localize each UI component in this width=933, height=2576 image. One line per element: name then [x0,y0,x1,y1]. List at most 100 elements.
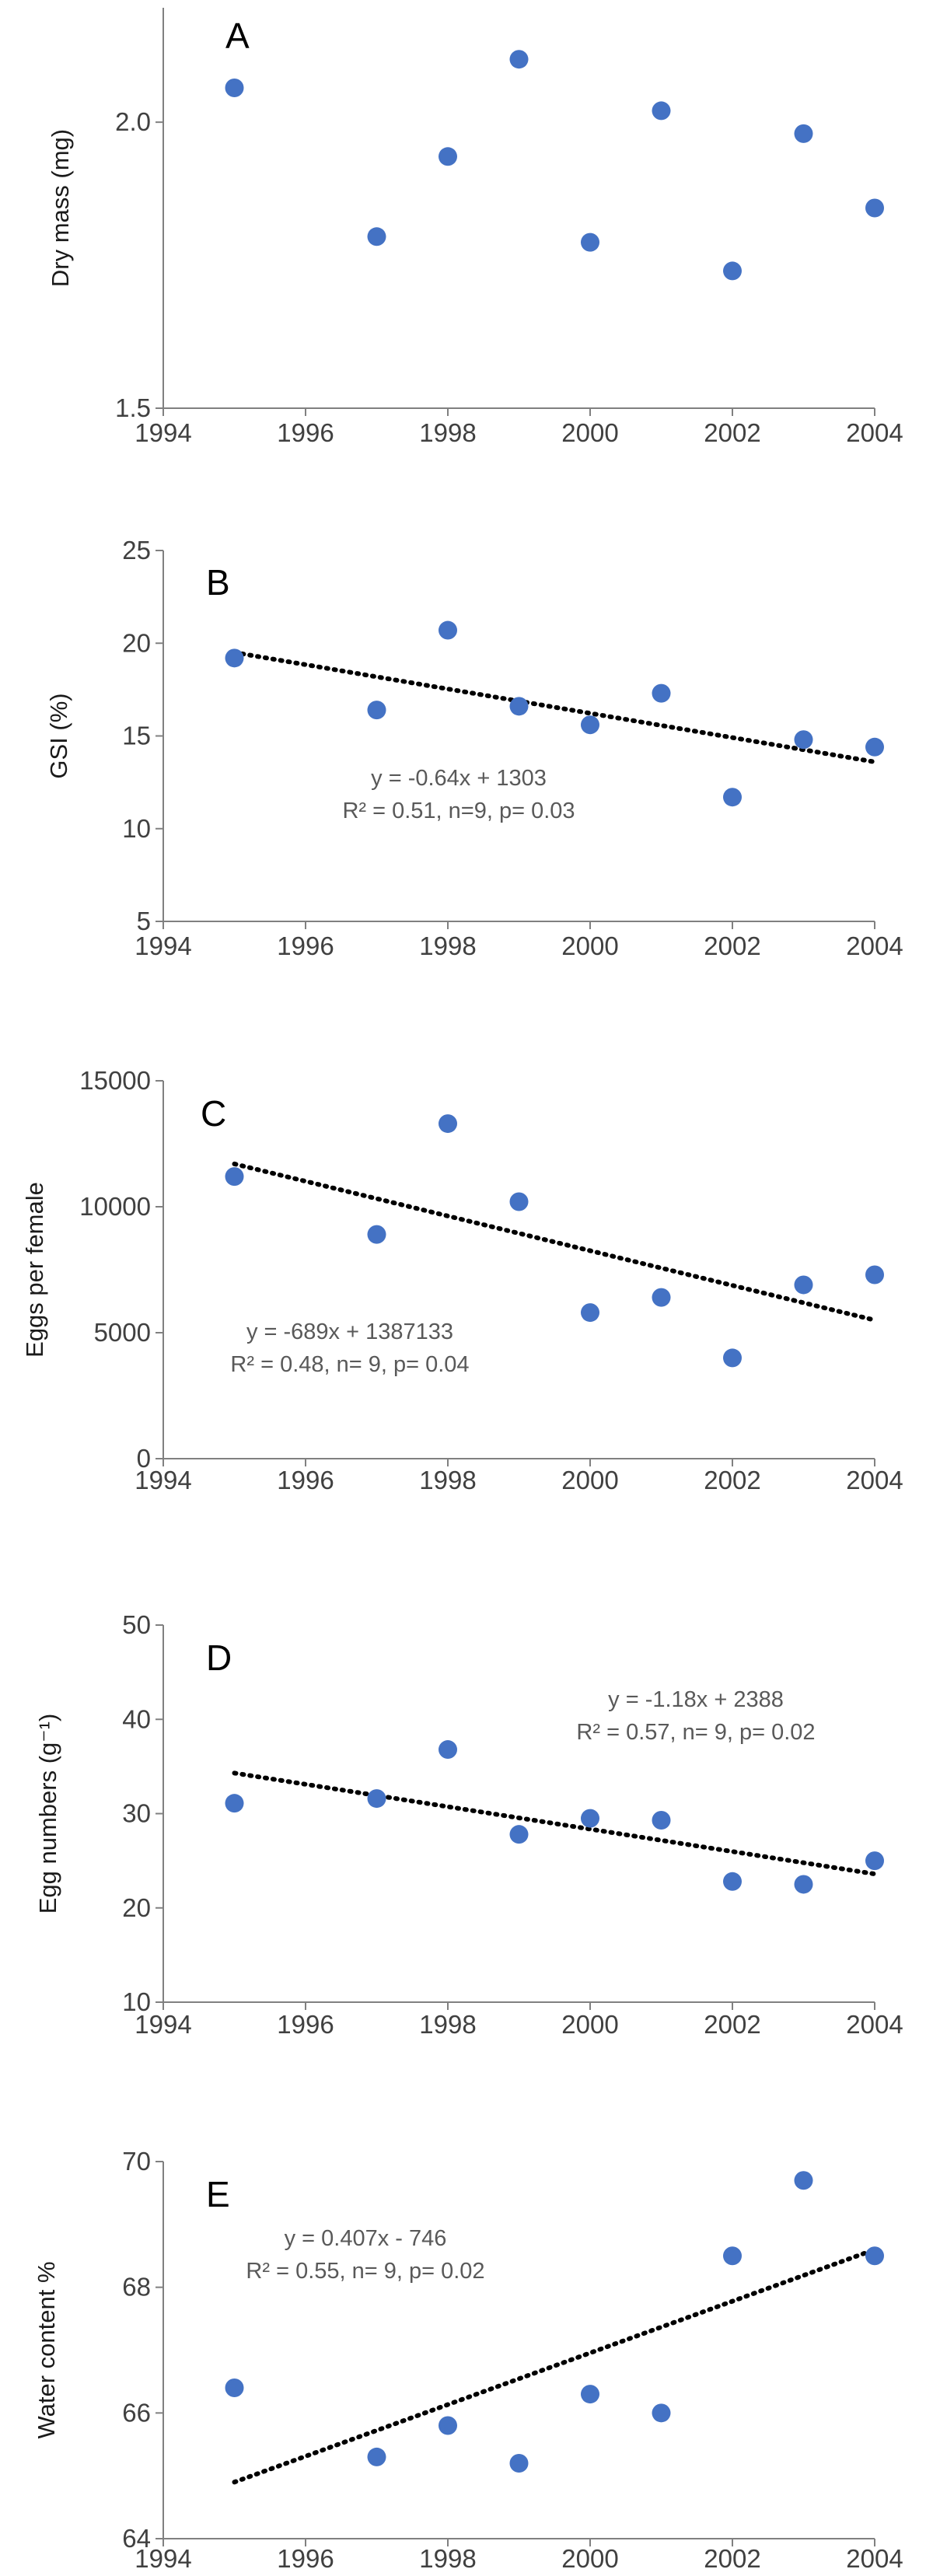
data-point [794,1275,813,1295]
data-point [225,2379,244,2397]
panel-a: 1.5 2.0 1994 1996 1998 2000 2002 2004 Dry mass (… [47,8,903,447]
regression-equation: y = -689x + 1387133 [246,1319,453,1344]
x-tick-label: 1998 [419,2010,476,2039]
x-tick-label: 2000 [561,418,618,447]
data-point [723,788,742,807]
data-point [439,620,457,640]
x-tick-label: 2000 [561,931,618,960]
y-axis-title: Eggs per female [21,1182,48,1358]
data-point [652,2403,671,2423]
x-tick-label: 1994 [135,931,191,960]
data-point [794,1875,813,1894]
x-tick-label: 1996 [277,1466,334,1494]
regression-stats: R² = 0.48, n= 9, p= 0.04 [230,1352,469,1377]
data-point [723,261,742,281]
regression-equation: y = 0.407x - 746 [285,2226,447,2251]
data-point [581,232,599,252]
x-tick-label: 2000 [561,1466,618,1494]
x-tick-label: 1998 [419,418,476,447]
panel-c: 0 5000 10000 15000 1994 1996 1998 2000 2002 2004 E… [21,1066,903,1494]
trendline [232,1161,877,1323]
data-point [723,1348,742,1368]
x-tick-label: 1996 [277,931,334,960]
y-tick-label: 0 [137,1444,151,1473]
trendline [232,1770,877,1877]
x-tick-label: 2004 [846,418,903,447]
regression-equation: y = -0.64x + 1303 [371,766,547,791]
regression-equation: y = -1.18x + 2388 [608,1687,784,1712]
data-point [865,1851,884,1871]
data-point [581,715,599,735]
y-tick-label: 10000 [79,1192,151,1221]
y-tick-label: 68 [122,2273,151,2302]
x-tick-label: 2002 [704,931,760,960]
data-point [652,101,671,121]
y-tick-label: 20 [122,628,151,657]
data-point [865,198,884,218]
panel-label: A [225,16,250,56]
data-point [509,697,529,716]
data-point [865,1265,884,1285]
y-tick-label: 20 [122,1893,151,1922]
trendline [232,2247,877,2485]
data-point [865,2246,884,2266]
x-tick-label: 1996 [277,2010,334,2039]
data-point [794,2171,813,2190]
data-point [652,683,671,703]
data-point [865,737,884,757]
x-tick-label: 2002 [704,2544,760,2573]
x-tick-label: 2004 [846,2544,903,2573]
y-tick-label: 2.0 [115,107,151,136]
data-point [225,1794,244,1813]
y-tick-label: 30 [122,1799,151,1828]
data-point [794,124,813,143]
data-point [367,2447,386,2466]
y-tick-label: 10 [122,814,151,843]
y-tick-label: 15000 [79,1066,151,1095]
y-axis-title: GSI (%) [45,693,72,778]
data-point [509,1825,529,1844]
y-tick-label: 66 [122,2398,151,2427]
data-point [439,1740,457,1760]
panel-b: 5 10 15 20 25 1994 1996 1998 2000 2002 2004 GSI (%)… [45,536,903,960]
y-axis-title: Dry mass (mg) [47,129,74,287]
panel-label: B [206,562,230,603]
data-point [439,2416,457,2435]
data-point [509,2454,529,2473]
data-point [367,227,386,246]
data-point [367,1225,386,1244]
y-tick-label: 50 [122,1610,151,1639]
y-tick-label: 64 [122,2524,151,2553]
x-tick-label: 2002 [704,418,760,447]
x-tick-label: 1994 [135,2010,191,2039]
data-point [367,701,386,720]
data-point [581,1303,599,1323]
x-tick-label: 2004 [846,1466,903,1494]
data-point [581,1809,599,1828]
x-tick-label: 1994 [135,1466,191,1494]
x-tick-label: 1996 [277,2544,334,2573]
y-tick-label: 40 [122,1704,151,1733]
x-tick-label: 2002 [704,1466,760,1494]
data-point [723,1872,742,1891]
x-tick-label: 1998 [419,931,476,960]
x-tick-label: 1998 [419,1466,476,1494]
y-tick-label: 5 [137,907,151,935]
x-tick-label: 1994 [135,418,191,447]
data-point [581,2385,599,2404]
regression-stats: R² = 0.55, n= 9, p= 0.02 [246,2259,484,2284]
panel-label: E [206,2174,230,2214]
y-tick-label: 1.5 [115,393,151,422]
panel-label: C [201,1093,226,1134]
data-point [225,79,244,97]
y-tick-label: 15 [122,722,151,750]
trendline [232,650,877,764]
x-tick-label: 2000 [561,2544,618,2573]
data-point [723,2246,742,2266]
x-tick-label: 2004 [846,931,903,960]
regression-stats: R² = 0.51, n=9, p= 0.03 [342,799,575,823]
panel-e: 64 66 68 70 1994 1996 1998 2000 2002 2004 Water co… [33,2147,903,2573]
panel-d: 10 20 30 40 50 1994 1996 1998 2000 2002 2004 Egg nu… [34,1610,903,2039]
panel-label: D [206,1638,232,1678]
y-axis-title: Water content % [33,2261,60,2438]
